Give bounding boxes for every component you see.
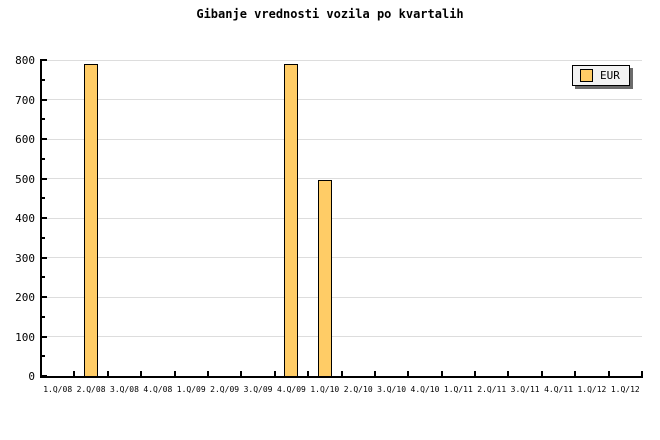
x-tick: [73, 371, 76, 376]
chart-title: Gibanje vrednosti vozila po kvartalih: [196, 7, 464, 21]
x-tick: [340, 371, 343, 376]
x-axis-label: 4.Q/10: [410, 385, 440, 394]
y-gridline: [41, 138, 642, 140]
y-gridline: [41, 99, 642, 100]
y-minor-tick: [42, 118, 45, 121]
y-gridline: [41, 257, 642, 258]
legend-box: EUR: [572, 65, 630, 86]
x-axis-label: 3.Q/09: [243, 385, 273, 394]
x-tick: [574, 371, 577, 376]
y-major-tick: [42, 98, 47, 101]
x-tick: [307, 371, 310, 376]
y-minor-tick: [42, 315, 45, 318]
x-tick: [106, 371, 109, 376]
y-gridline: [41, 217, 642, 219]
bar-1.Q/10: [317, 180, 332, 377]
legend-swatch-eur: [580, 69, 593, 82]
x-axis-label: 1.Q/11: [443, 385, 473, 394]
y-minor-tick: [42, 197, 45, 200]
x-axis-label: 2.Q/10: [343, 385, 373, 394]
bar-2.Q/08: [84, 63, 99, 377]
y-gridline: [41, 336, 642, 337]
y-major-tick: [42, 256, 47, 259]
y-axis-label: 200: [15, 291, 35, 304]
y-major-tick: [42, 177, 47, 180]
y-axis-label: 100: [15, 330, 35, 344]
y-minor-tick: [42, 78, 45, 81]
y-minor-tick: [42, 276, 45, 279]
x-axis-label: 2.Q/08: [76, 385, 106, 394]
x-axis-label: 1.Q/09: [176, 385, 206, 394]
y-major-tick: [42, 296, 47, 298]
x-tick: [407, 371, 410, 376]
x-axis-label: 1.Q/10: [310, 385, 340, 394]
x-tick: [206, 371, 209, 376]
x-tick: [140, 371, 143, 376]
x-tick: [173, 371, 176, 376]
x-axis-label: 4.Q/08: [143, 385, 173, 394]
y-gridline: [41, 178, 642, 179]
x-tick: [540, 371, 543, 376]
y-minor-tick: [42, 236, 45, 239]
bar-4.Q/09: [284, 63, 299, 377]
x-axis-label: 2.Q/09: [210, 385, 240, 394]
x-tick: [607, 371, 610, 376]
y-axis-label: 600: [15, 133, 35, 146]
x-axis-label: 3.Q/10: [377, 385, 407, 394]
legend-label-eur: EUR: [600, 69, 620, 82]
x-tick: [373, 371, 376, 376]
y-major-tick: [42, 335, 47, 338]
x-tick: [641, 371, 643, 376]
y-major-tick: [42, 59, 47, 61]
y-major-tick: [42, 138, 47, 140]
y-major-tick: [42, 217, 47, 219]
y-gridline: [41, 296, 642, 298]
y-axis-label: 0: [28, 370, 35, 383]
x-axis-label: 1.Q/08: [43, 385, 73, 394]
x-axis: [40, 376, 643, 378]
y-axis-label: 300: [15, 251, 35, 265]
x-tick: [440, 371, 443, 376]
y-gridline: [41, 59, 642, 61]
y-axis-label: 400: [15, 212, 35, 225]
x-tick: [507, 371, 510, 376]
x-axis-label: 2.Q/11: [477, 385, 507, 394]
x-axis-label: 3.Q/08: [110, 385, 139, 394]
y-minor-tick: [42, 355, 45, 358]
x-tick: [273, 371, 276, 376]
x-axis-label: 4.Q/11: [544, 385, 573, 394]
y-axis: [40, 59, 42, 378]
y-axis-label: 700: [15, 93, 35, 107]
x-axis-label: 1.Q/12: [577, 385, 607, 394]
y-axis-label: 800: [15, 54, 35, 67]
y-axis-label: 500: [15, 172, 35, 186]
x-tick: [474, 371, 477, 376]
x-axis-label: 4.Q/09: [276, 385, 306, 394]
y-minor-tick: [42, 157, 45, 160]
x-tick: [240, 371, 243, 376]
x-axis-label: 3.Q/11: [510, 385, 540, 394]
x-axis-label: 1.Q/12: [610, 385, 640, 394]
